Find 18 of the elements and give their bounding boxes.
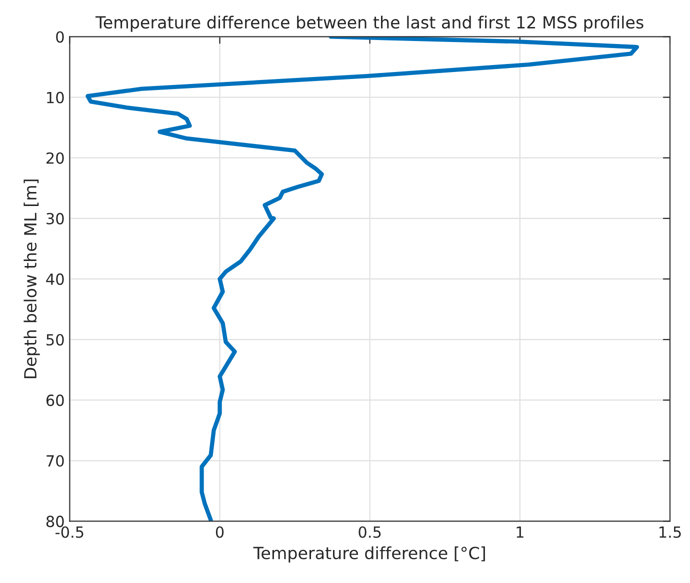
x-axis-title: Temperature difference [°C] — [253, 546, 485, 563]
y-tick-label: 20 — [46, 152, 64, 164]
y-tick-label: 80 — [46, 516, 64, 528]
y-tick-label: 30 — [46, 212, 64, 224]
x-tick-label: 1.5 — [660, 526, 681, 538]
y-tick-label: 70 — [46, 455, 64, 467]
y-tick-label: 60 — [46, 394, 64, 406]
x-tick-label: 1 — [516, 526, 524, 538]
y-tick-label: 40 — [46, 273, 64, 285]
y-axis-title: Depth below the ML [m] — [24, 180, 40, 378]
y-tick-label: 50 — [46, 334, 64, 346]
x-tick-label: -0.5 — [56, 526, 84, 538]
y-tick-label: 10 — [47, 92, 64, 104]
line-series — [86, 36, 640, 522]
x-tick-label: 0.5 — [358, 526, 381, 538]
x-tick-label: 0 — [216, 526, 224, 538]
y-tick-label: 0 — [56, 31, 64, 43]
chart-title: Temperature difference between the last and first 12 MSS profiles — [95, 16, 644, 32]
